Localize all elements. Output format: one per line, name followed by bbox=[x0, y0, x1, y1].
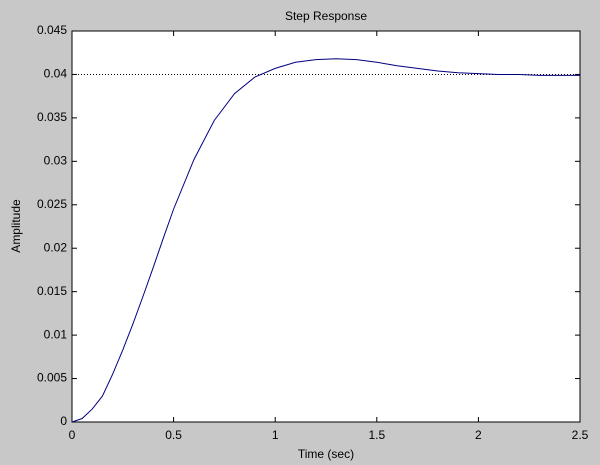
y-tick-label: 0.035 bbox=[37, 110, 67, 124]
chart-title: Step Response bbox=[285, 9, 367, 23]
y-tick-label: 0.025 bbox=[37, 197, 67, 211]
y-tick-label: 0.015 bbox=[37, 284, 67, 298]
x-tick-label: 0.5 bbox=[165, 428, 182, 442]
x-tick-label: 1.5 bbox=[368, 428, 385, 442]
y-tick-label: 0.005 bbox=[37, 371, 67, 385]
y-axis-label: Amplitude bbox=[9, 199, 23, 253]
x-tick-label: 2.5 bbox=[572, 428, 589, 442]
x-tick-label: 0 bbox=[69, 428, 76, 442]
y-tick-label: 0.02 bbox=[44, 240, 68, 254]
y-tick-label: 0 bbox=[60, 414, 67, 428]
response-line bbox=[71, 58, 580, 423]
y-tick-label: 0.04 bbox=[44, 67, 68, 81]
y-tick-label: 0.045 bbox=[37, 23, 67, 37]
y-tick-label: 0.01 bbox=[44, 327, 68, 341]
x-axis-label: Time (sec) bbox=[298, 447, 354, 461]
x-tick-label: 2 bbox=[475, 428, 482, 442]
plot-area bbox=[71, 30, 581, 423]
x-tick-label: 1 bbox=[272, 428, 279, 442]
y-tick-label: 0.03 bbox=[44, 154, 68, 168]
